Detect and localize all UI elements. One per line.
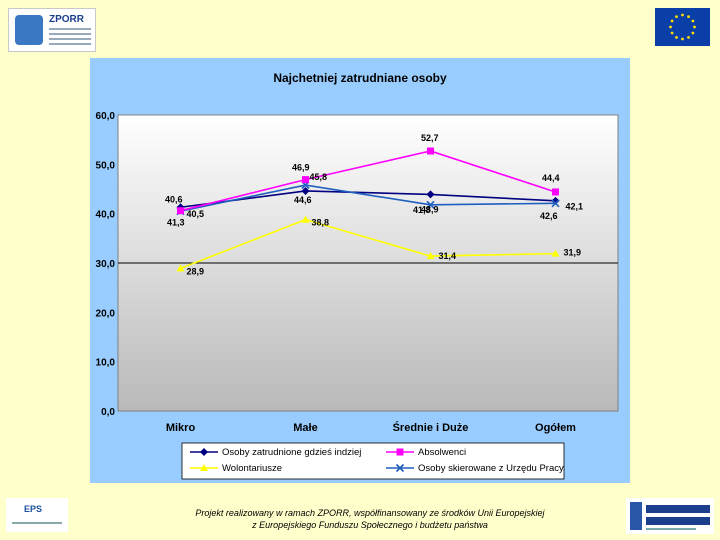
legend-label: Osoby skierowane z Urzędu Pracy <box>418 463 564 474</box>
data-point <box>302 176 309 184</box>
y-tick-label: 30,0 <box>96 259 116 270</box>
data-label: 43,9 <box>421 204 439 214</box>
chart-title: Najchetniej zatrudniane osoby <box>273 71 447 85</box>
data-label: 31,9 <box>564 248 582 258</box>
efs-logo-line-2 <box>646 517 710 525</box>
data-point <box>551 249 560 257</box>
y-tick-label: 40,0 <box>96 210 116 221</box>
data-point <box>301 186 310 195</box>
data-label: 46,9 <box>292 163 310 173</box>
data-point <box>301 215 310 223</box>
data-label: 28,9 <box>187 266 205 276</box>
zporr-emblem-icon <box>15 15 43 45</box>
eu-flag-icon <box>655 8 710 46</box>
data-point <box>427 147 434 155</box>
data-point <box>551 199 560 208</box>
data-label: 38,8 <box>312 218 330 228</box>
efs-logo-line-1 <box>646 505 710 513</box>
x-tick-label: Ogółem <box>535 422 576 434</box>
series-line <box>180 218 556 270</box>
legend-label: Wolontariusze <box>222 463 282 474</box>
data-point <box>426 252 435 260</box>
chart-container: Najchetniej zatrudniane osoby 0,0 10,0 20,… <box>90 58 630 483</box>
data-label: 40,5 <box>187 209 205 219</box>
x-tick-label: Mikro <box>166 422 196 434</box>
data-label: 44,4 <box>542 173 560 183</box>
legend-label: Osoby zatrudnione gdzieś indziej <box>222 447 361 458</box>
y-tick-label: 60,0 <box>96 111 116 122</box>
y-tick-label: 20,0 <box>96 308 116 319</box>
series-lines <box>176 147 560 272</box>
data-label: 31,4 <box>439 251 457 261</box>
legend-label: Absolwenci <box>418 447 466 458</box>
y-tick-label: 10,0 <box>96 358 116 369</box>
efs-emblem-icon <box>630 502 642 530</box>
data-label: 44,6 <box>294 195 312 205</box>
series-line <box>180 190 556 209</box>
eps-logo-text: EPS <box>24 504 43 514</box>
series-line <box>180 184 556 212</box>
y-tick-label: 0,0 <box>101 407 115 418</box>
eps-logo: EPS <box>6 498 68 532</box>
zporr-logo-subtext-lines <box>49 28 91 30</box>
series-line <box>180 150 556 212</box>
data-label: 42,6 <box>540 211 558 221</box>
legend-marker <box>200 464 208 471</box>
eps-logo-subtext <box>12 522 62 524</box>
data-label: 41,8 <box>413 205 431 215</box>
x-tick-label: Małe <box>293 422 317 434</box>
data-point <box>176 264 185 272</box>
zporr-logo: ZPORR <box>8 8 96 52</box>
legend-marker <box>395 463 405 473</box>
data-label: 45,8 <box>310 172 328 182</box>
y-axis: 0,0 10,0 20,0 30,0 40,0 50,0 60,0 <box>96 111 618 418</box>
efs-logo-line-3 <box>646 528 696 530</box>
y-tick-label: 50,0 <box>96 160 116 171</box>
data-label: 41,3 <box>167 217 185 227</box>
footer-line-2: z Europejskiego Funduszu Społecznego i b… <box>252 520 488 530</box>
data-label: 52,7 <box>421 133 439 143</box>
legend-marker <box>200 448 208 456</box>
data-labels: 28,9 38,8 31,4 31,9 41,3 44,6 43,9 42,6 40,5 45,8… <box>165 133 583 276</box>
legend-marker <box>396 448 404 456</box>
data-point <box>426 190 435 199</box>
footer-line-1: Projekt realizowany w ramach ZPORR, wspó… <box>195 508 545 518</box>
data-point <box>426 200 435 209</box>
efs-logo <box>626 498 714 534</box>
legend-entries: Osoby zatrudnione gdzieś indziej Absolwen… <box>190 447 564 474</box>
zporr-logo-text: ZPORR <box>49 14 84 25</box>
data-label: 42,1 <box>566 201 584 211</box>
eu-stars-icon <box>669 13 696 41</box>
x-axis: Mikro Małe Średnie i Duże Ogółem <box>166 421 576 434</box>
data-label: 40,6 <box>165 195 183 205</box>
footer-note: Projekt realizowany w ramach ZPORR, wspó… <box>150 507 590 531</box>
legend <box>181 442 565 480</box>
line-chart: Najchetniej zatrudniane osoby 0,0 10,0 20,… <box>96 71 619 480</box>
data-point <box>177 207 184 215</box>
data-point <box>552 188 559 196</box>
x-tick-label: Średnie i Duże <box>393 421 469 434</box>
